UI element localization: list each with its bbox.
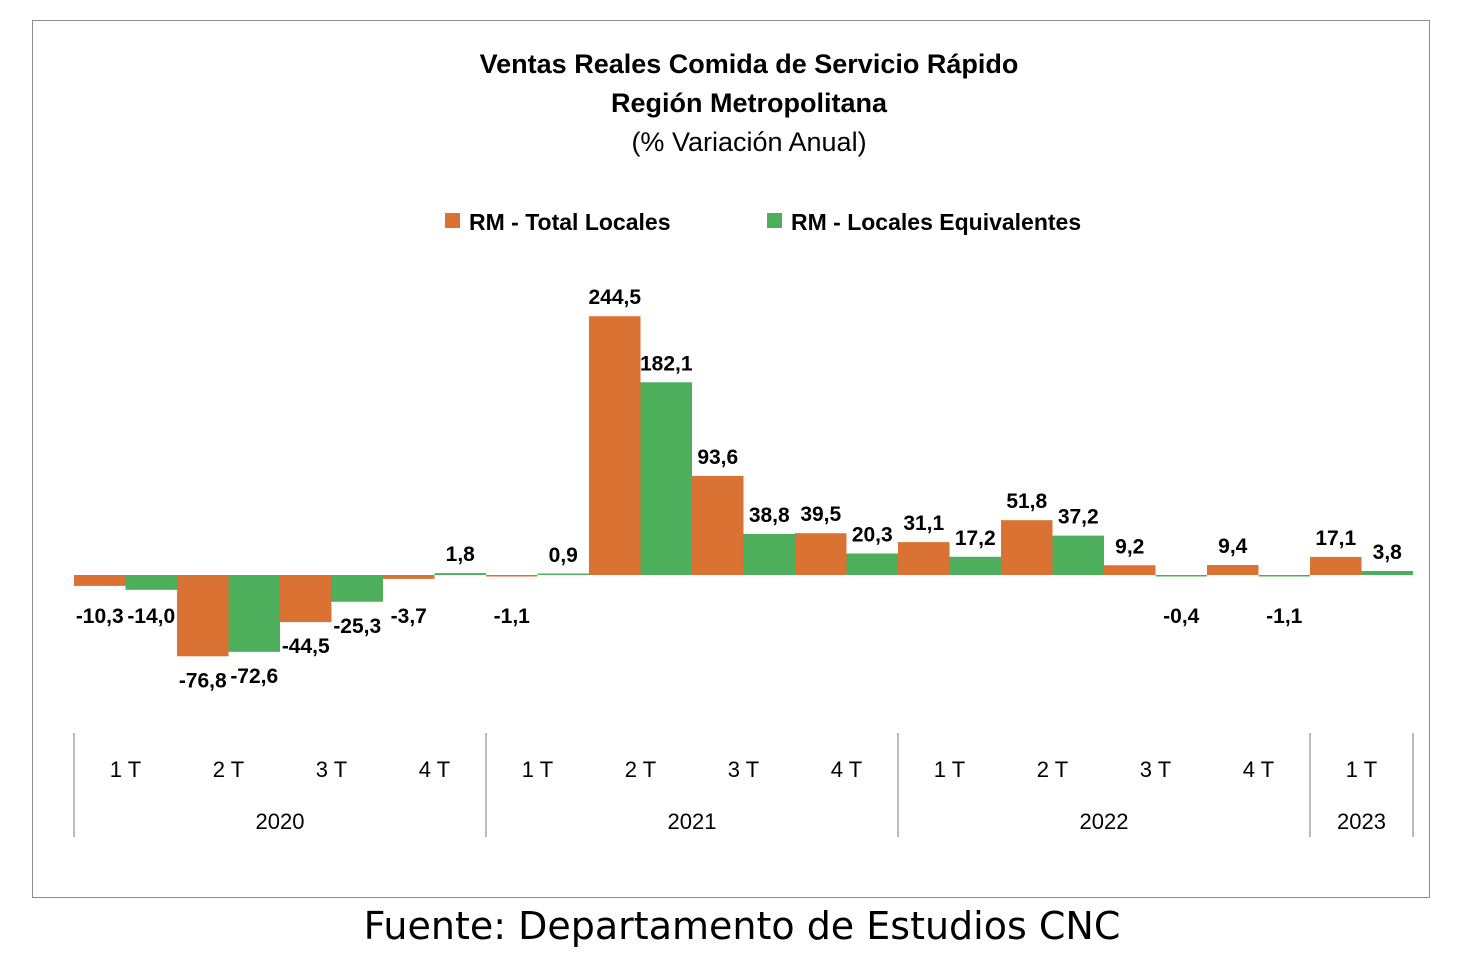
source-note: Fuente: Departamento de Estudios CNC: [363, 904, 1121, 948]
bar-s2-c10: [1052, 535, 1104, 575]
bar-s2-c9: [949, 556, 1001, 575]
bar-s2-c11: [1155, 575, 1207, 577]
data-label-s2-c10: 37,2: [1058, 506, 1099, 529]
chart-title-line-2: Región Metropolitana: [611, 88, 888, 118]
data-label-s2-c2: -72,6: [230, 665, 278, 688]
category-label-3: 3 T: [316, 757, 347, 782]
category-label-11: 3 T: [1140, 757, 1171, 782]
group-label-1: 2020: [256, 809, 305, 834]
data-label-s2-c4: 1,8: [446, 543, 476, 566]
bar-s1-c7: [692, 475, 744, 575]
data-label-s1-c7: 93,6: [697, 446, 738, 469]
chart-subtitle: (% Variación Anual): [631, 127, 866, 157]
data-label-s2-c6: 182,1: [640, 352, 693, 375]
bar-s1-c10: [1001, 520, 1053, 575]
bar-s2-c7: [743, 533, 795, 575]
bar-s1-c4: [383, 575, 435, 579]
bar-s1-c11: [1104, 565, 1156, 575]
data-label-s2-c13: 3,8: [1373, 541, 1403, 564]
data-label-s1-c11: 9,2: [1115, 535, 1144, 558]
data-label-s1-c5: -1,1: [494, 605, 531, 628]
category-label-10: 2 T: [1037, 757, 1068, 782]
bar-s1-c1: [74, 575, 126, 586]
bar-s2-c3: [331, 575, 383, 602]
bar-s2-c8: [846, 553, 898, 575]
bar-s1-c5: [486, 575, 538, 577]
category-label-5: 1 T: [522, 757, 553, 782]
data-label-s1-c1: -10,3: [76, 605, 124, 628]
data-label-s2-c8: 20,3: [852, 524, 893, 547]
bar-s1-c2: [177, 575, 229, 657]
category-label-7: 3 T: [728, 757, 759, 782]
legend-swatch-2: [767, 213, 782, 228]
data-label-s1-c2: -76,8: [179, 669, 227, 692]
bar-s1-c6: [589, 316, 641, 575]
bar-s2-c1: [125, 575, 177, 590]
bar-s1-c8: [795, 533, 847, 575]
category-label-13: 1 T: [1346, 757, 1377, 782]
bar-s2-c12: [1258, 575, 1310, 577]
bar-s2-c2: [228, 575, 280, 652]
bar-s1-c3: [280, 575, 332, 623]
bar-s2-c4: [434, 573, 486, 575]
bar-s2-c5: [537, 573, 589, 575]
data-label-s1-c13: 17,1: [1315, 527, 1356, 550]
group-label-4: 2023: [1337, 809, 1386, 834]
category-label-4: 4 T: [419, 757, 450, 782]
data-label-s1-c12: 9,4: [1218, 535, 1248, 558]
legend-swatch-1: [445, 213, 460, 228]
category-label-2: 2 T: [213, 757, 244, 782]
bar-chart: Ventas Reales Comida de Servicio Rápido R…: [73, 49, 1414, 837]
group-label-3: 2022: [1080, 809, 1129, 834]
data-label-s1-c8: 39,5: [800, 503, 841, 526]
bar-s1-c9: [898, 542, 950, 575]
data-label-s2-c3: -25,3: [333, 615, 381, 638]
data-label-s2-c5: 0,9: [549, 544, 578, 567]
category-label-6: 2 T: [625, 757, 656, 782]
data-label-s2-c1: -14,0: [127, 605, 175, 628]
category-label-9: 1 T: [934, 757, 965, 782]
bar-s1-c12: [1207, 565, 1259, 575]
bar-s1-c13: [1310, 556, 1362, 575]
group-label-2: 2021: [668, 809, 717, 834]
bar-s2-c6: [640, 382, 692, 575]
legend-label-2: RM - Locales Equivalentes: [791, 209, 1081, 235]
data-label-s1-c10: 51,8: [1006, 490, 1047, 513]
data-label-s2-c7: 38,8: [749, 504, 790, 527]
category-label-1: 1 T: [110, 757, 141, 782]
data-label-s2-c12: -1,1: [1266, 605, 1303, 628]
bar-s2-c13: [1361, 570, 1413, 575]
data-label-s1-c4: -3,7: [391, 605, 427, 628]
data-label-s2-c9: 17,2: [955, 527, 996, 550]
data-label-s1-c3: -44,5: [282, 635, 330, 658]
chart-frame: Ventas Reales Comida de Servicio Rápido R…: [32, 20, 1430, 898]
legend-label-1: RM - Total Locales: [469, 209, 671, 235]
data-label-s1-c6: 244,5: [588, 286, 641, 309]
category-label-12: 4 T: [1243, 757, 1274, 782]
data-label-s2-c11: -0,4: [1163, 605, 1200, 628]
chart-title-line-1: Ventas Reales Comida de Servicio Rápido: [480, 49, 1019, 79]
category-label-8: 4 T: [831, 757, 862, 782]
data-label-s1-c9: 31,1: [903, 512, 944, 535]
